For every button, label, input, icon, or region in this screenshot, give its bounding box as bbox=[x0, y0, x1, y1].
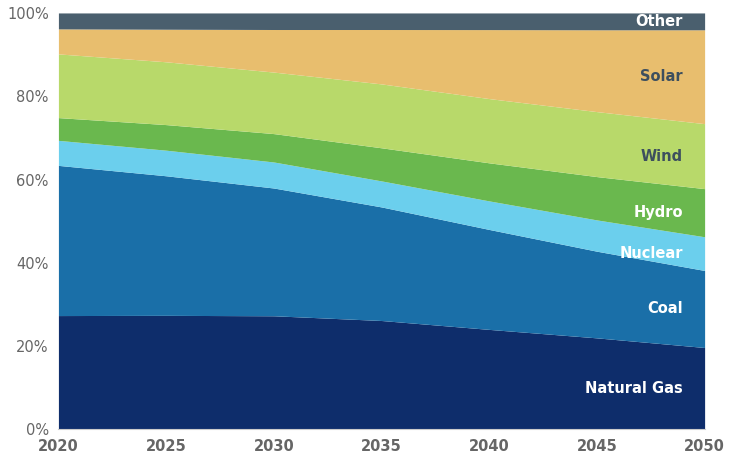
Text: Wind: Wind bbox=[641, 148, 683, 164]
Text: Hydro: Hydro bbox=[634, 205, 683, 220]
Text: Solar: Solar bbox=[640, 69, 683, 84]
Text: Natural Gas: Natural Gas bbox=[586, 381, 683, 396]
Text: Nuclear: Nuclear bbox=[619, 246, 683, 261]
Text: Coal: Coal bbox=[647, 301, 683, 317]
Text: Other: Other bbox=[635, 14, 683, 29]
